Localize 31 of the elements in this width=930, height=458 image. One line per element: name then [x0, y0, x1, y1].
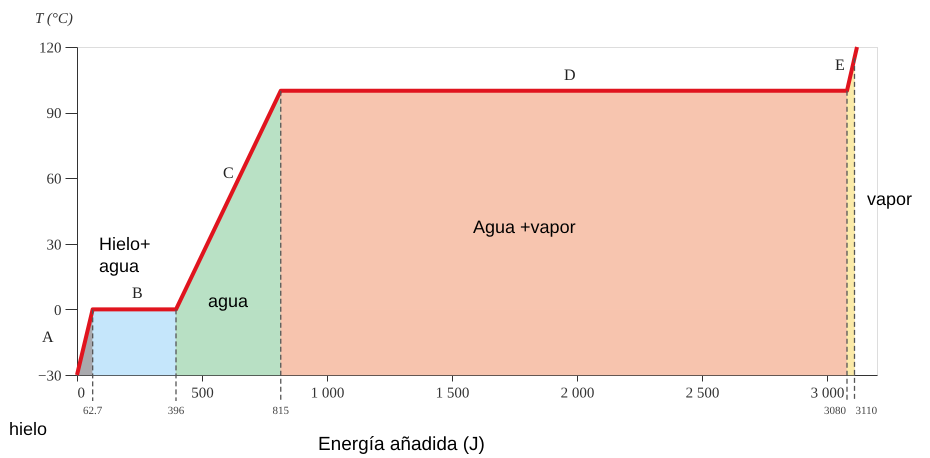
annotation: D [564, 67, 576, 84]
ref-line-label: 3110 [856, 405, 878, 417]
x-tick-label: 2 000 [560, 386, 594, 402]
x-tick-label: 500 [191, 386, 214, 402]
ref-line-label: 3080 [824, 405, 846, 417]
ref-line-label: 815 [272, 405, 290, 417]
x-tick-label: 2 500 [686, 386, 720, 402]
y-tick-label: 60 [46, 172, 62, 188]
y-tick-label: 30 [46, 237, 62, 254]
text: hielo [9, 419, 48, 439]
y-tick-label: −30 [38, 368, 62, 384]
x-tick-label: 1 500 [436, 386, 470, 402]
annotation: vapor [867, 189, 912, 209]
line-series [75, 45, 859, 377]
x-tick-label: 3 000 [810, 386, 844, 402]
x-tick-label: 0 [78, 386, 85, 402]
x-tick-label: 1 000 [310, 386, 344, 402]
ref-line-label: 396 [168, 405, 185, 417]
annotation: E [835, 57, 845, 74]
y-axis-title: T (°C) [35, 11, 73, 27]
y-tick-label: 0 [54, 302, 62, 319]
y-tick-label: 90 [46, 106, 62, 122]
ref-line-label: 62.7 [83, 405, 103, 417]
text: A [42, 329, 54, 346]
annotation: agua [208, 291, 250, 311]
annotation: B [132, 285, 143, 302]
annotation: Hielo+ agua [99, 234, 151, 276]
y-tick-label: 120 [39, 40, 62, 56]
annotation: C [223, 165, 234, 182]
x-axis-title: Energía añadida (J) [318, 434, 485, 455]
annotation: Agua +vapor [473, 217, 576, 237]
